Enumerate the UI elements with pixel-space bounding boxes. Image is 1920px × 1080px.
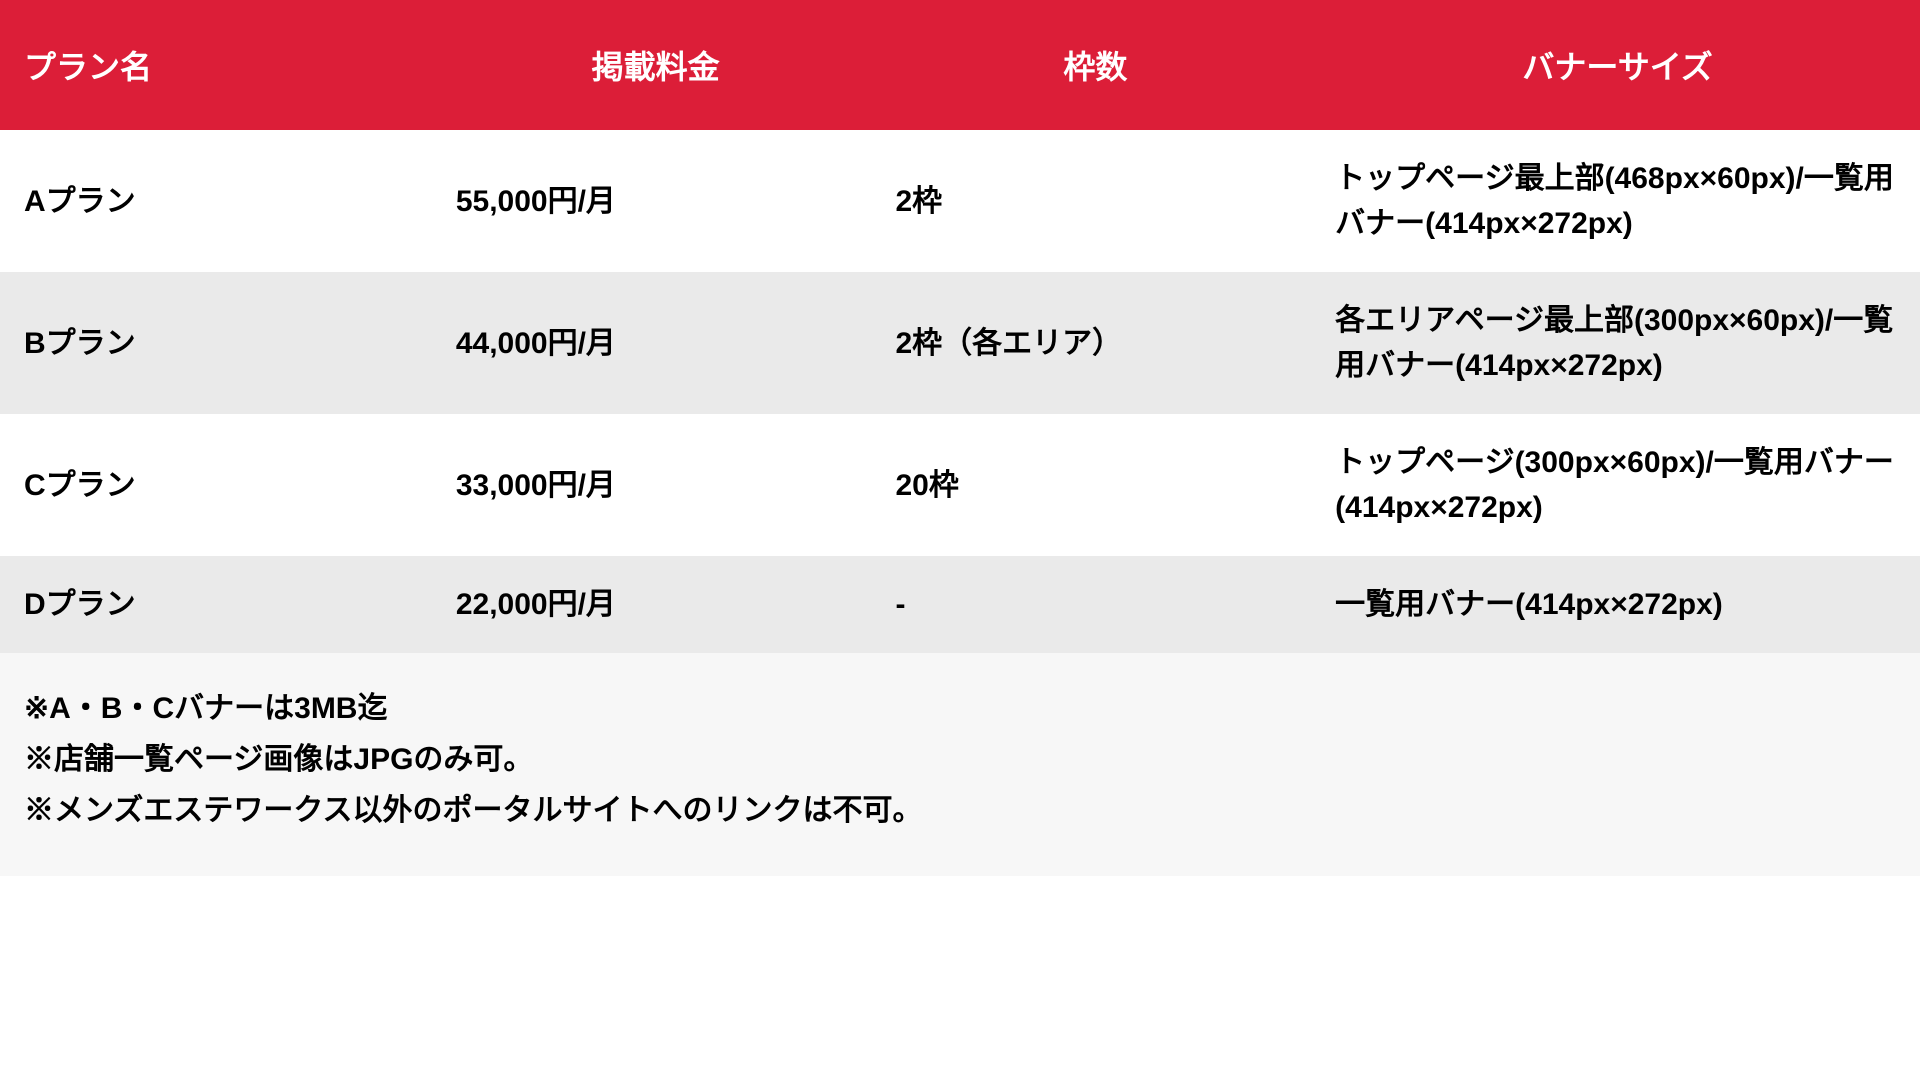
footer-notes: ※A・B・Cバナーは3MB迄 ※店舗一覧ページ画像はJPGのみ可。 ※メンズエス… xyxy=(0,653,1920,876)
cell-banner: 各エリアページ最上部(300px×60px)/一覧用バナー(414px×272p… xyxy=(1315,272,1920,414)
cell-slots: 2枠（各エリア） xyxy=(876,272,1316,414)
table-header-row: プラン名 掲載料金 枠数 バナーサイズ xyxy=(0,0,1920,130)
cell-banner: トップページ最上部(468px×60px)/一覧用バナー(414px×272px… xyxy=(1315,130,1920,272)
table-row: Cプラン 33,000円/月 20枠 トップページ(300px×60px)/一覧… xyxy=(0,414,1920,556)
table-row: Aプラン 55,000円/月 2枠 トップページ最上部(468px×60px)/… xyxy=(0,130,1920,272)
cell-slots: 20枠 xyxy=(876,414,1316,556)
cell-banner: 一覧用バナー(414px×272px) xyxy=(1315,556,1920,653)
cell-price: 33,000円/月 xyxy=(436,414,876,556)
table-row: Dプラン 22,000円/月 - 一覧用バナー(414px×272px) xyxy=(0,556,1920,653)
header-plan: プラン名 xyxy=(0,0,436,130)
cell-plan: Dプラン xyxy=(0,556,436,653)
header-banner: バナーサイズ xyxy=(1315,0,1920,130)
pricing-table: プラン名 掲載料金 枠数 バナーサイズ Aプラン 55,000円/月 2枠 トッ… xyxy=(0,0,1920,876)
table-row: Bプラン 44,000円/月 2枠（各エリア） 各エリアページ最上部(300px… xyxy=(0,272,1920,414)
cell-plan: Bプラン xyxy=(0,272,436,414)
footer-note-line: ※店舗一覧ページ画像はJPGのみ可。 xyxy=(24,734,1896,785)
cell-slots: - xyxy=(876,556,1316,653)
cell-plan: Cプラン xyxy=(0,414,436,556)
header-price: 掲載料金 xyxy=(436,0,876,130)
cell-plan: Aプラン xyxy=(0,130,436,272)
footer-note-line: ※A・B・Cバナーは3MB迄 xyxy=(24,683,1896,734)
header-slots: 枠数 xyxy=(876,0,1316,130)
cell-price: 22,000円/月 xyxy=(436,556,876,653)
cell-price: 55,000円/月 xyxy=(436,130,876,272)
footer-note-line: ※メンズエステワークス以外のポータルサイトへのリンクは不可。 xyxy=(24,785,1896,836)
cell-banner: トップページ(300px×60px)/一覧用バナー(414px×272px) xyxy=(1315,414,1920,556)
cell-price: 44,000円/月 xyxy=(436,272,876,414)
table-footer-row: ※A・B・Cバナーは3MB迄 ※店舗一覧ページ画像はJPGのみ可。 ※メンズエス… xyxy=(0,653,1920,876)
cell-slots: 2枠 xyxy=(876,130,1316,272)
